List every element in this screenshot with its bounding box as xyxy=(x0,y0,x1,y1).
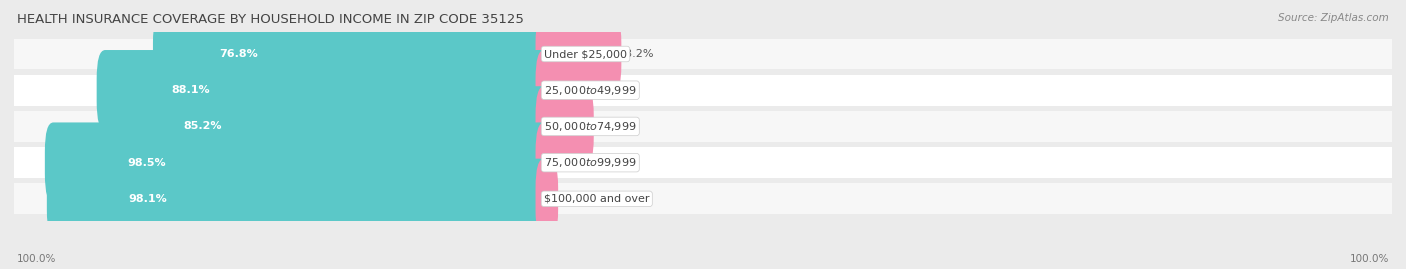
FancyBboxPatch shape xyxy=(14,183,1392,214)
FancyBboxPatch shape xyxy=(153,14,553,94)
Text: 85.2%: 85.2% xyxy=(183,121,222,132)
Text: 98.5%: 98.5% xyxy=(127,158,166,168)
Text: 13.9%: 13.9% xyxy=(591,121,626,132)
Text: 23.2%: 23.2% xyxy=(619,49,654,59)
Text: HEALTH INSURANCE COVERAGE BY HOUSEHOLD INCOME IN ZIP CODE 35125: HEALTH INSURANCE COVERAGE BY HOUSEHOLD I… xyxy=(17,13,524,26)
FancyBboxPatch shape xyxy=(14,39,1392,69)
FancyBboxPatch shape xyxy=(111,86,553,167)
Text: 100.0%: 100.0% xyxy=(1350,254,1389,264)
FancyBboxPatch shape xyxy=(536,86,593,167)
FancyBboxPatch shape xyxy=(14,75,1392,106)
FancyBboxPatch shape xyxy=(14,111,1392,142)
FancyBboxPatch shape xyxy=(14,147,1392,178)
FancyBboxPatch shape xyxy=(46,159,553,239)
Text: Under $25,000: Under $25,000 xyxy=(544,49,627,59)
FancyBboxPatch shape xyxy=(536,50,588,130)
Text: 1.5%: 1.5% xyxy=(554,158,582,168)
Text: $100,000 and over: $100,000 and over xyxy=(544,194,650,204)
Text: Source: ZipAtlas.com: Source: ZipAtlas.com xyxy=(1278,13,1389,23)
FancyBboxPatch shape xyxy=(536,159,558,239)
Legend: With Coverage, Without Coverage: With Coverage, Without Coverage xyxy=(422,267,654,269)
Text: $75,000 to $99,999: $75,000 to $99,999 xyxy=(544,156,637,169)
Text: 76.8%: 76.8% xyxy=(219,49,257,59)
Text: $50,000 to $74,999: $50,000 to $74,999 xyxy=(544,120,637,133)
FancyBboxPatch shape xyxy=(97,50,553,130)
Text: 11.9%: 11.9% xyxy=(585,85,620,95)
Text: 100.0%: 100.0% xyxy=(17,254,56,264)
FancyBboxPatch shape xyxy=(45,122,553,203)
FancyBboxPatch shape xyxy=(536,14,621,94)
Text: 1.9%: 1.9% xyxy=(555,194,583,204)
FancyBboxPatch shape xyxy=(536,122,557,203)
Text: 98.1%: 98.1% xyxy=(128,194,167,204)
Text: 88.1%: 88.1% xyxy=(172,85,209,95)
Text: $25,000 to $49,999: $25,000 to $49,999 xyxy=(544,84,637,97)
